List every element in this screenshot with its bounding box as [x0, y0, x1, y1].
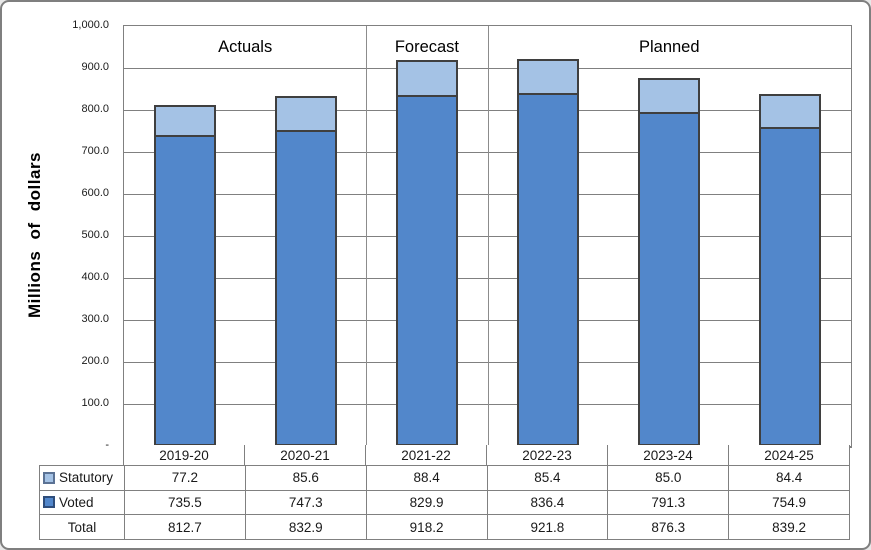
- year-cell-2021-22: 2021-22: [366, 445, 486, 465]
- y-tick-label: -: [105, 439, 109, 451]
- statutory-value-cell: 85.6: [245, 466, 366, 490]
- total-value-cell: 921.8: [487, 515, 608, 539]
- y-tick-label: 800.0: [81, 103, 109, 115]
- y-tick-label: 700.0: [81, 145, 109, 157]
- bar-2020-21: [274, 96, 337, 446]
- y-tick-label: 300.0: [81, 313, 109, 325]
- y-tick-label: 100.0: [81, 397, 109, 409]
- voted-value-cell: 747.3: [245, 490, 366, 515]
- bar-2021-22: [395, 60, 458, 446]
- bar-2023-24: [638, 77, 701, 446]
- bar-segment-statutory: [761, 95, 820, 129]
- bar-segment-statutory: [155, 106, 214, 138]
- y-tick-label: 500.0: [81, 229, 109, 241]
- voted-value-cell: 829.9: [366, 490, 487, 515]
- total-value-cell: 832.9: [245, 515, 366, 539]
- plot-area: Actuals Forecast Planned: [123, 25, 852, 448]
- total-value-cell: 918.2: [366, 515, 487, 539]
- bar-2024-25: [759, 93, 822, 446]
- y-tick-label: 200.0: [81, 355, 109, 367]
- y-tick-label: 400.0: [81, 271, 109, 283]
- total-value-cell: 876.3: [608, 515, 729, 539]
- year-cell-2022-23: 2022-23: [487, 445, 607, 465]
- y-tick-label: 900.0: [81, 61, 109, 73]
- bar-segment-statutory: [640, 79, 699, 114]
- bar-segment-statutory: [397, 62, 456, 98]
- statutory-value-cell: 85.0: [608, 466, 729, 490]
- section-divider: [366, 26, 368, 446]
- y-tick-label: 1,000.0: [72, 19, 109, 31]
- voted-value-cell: 791.3: [608, 490, 729, 515]
- statutory-value-cell: 85.4: [487, 466, 608, 490]
- total-value-cell: 839.2: [729, 515, 849, 539]
- x-axis-category-row: 2019-20 2020-21 2021-22 2022-23 2023-24 2024-…: [123, 445, 850, 466]
- voted-value-cell: 754.9: [729, 490, 849, 515]
- row-label-voted: Voted: [59, 494, 94, 510]
- section-label-forecast: Forecast: [394, 37, 459, 56]
- section-label-actuals: Actuals: [218, 37, 273, 56]
- bar-2022-23: [517, 58, 580, 446]
- year-cell-2024-25: 2024-25: [729, 445, 849, 465]
- row-header-total: Total: [40, 515, 124, 539]
- legend-swatch-voted: [43, 496, 55, 509]
- year-cell-2020-21: 2020-21: [245, 445, 365, 465]
- bar-segment-statutory: [276, 98, 335, 133]
- row-header-statutory: Statutory: [40, 466, 124, 490]
- row-label-statutory: Statutory: [59, 470, 114, 486]
- statutory-value-cell: 88.4: [366, 466, 487, 490]
- row-header-voted: Voted: [40, 490, 124, 515]
- total-value-cell: 812.7: [125, 515, 245, 539]
- year-cell-2023-24: 2023-24: [608, 445, 728, 465]
- legend-swatch-statutory: [43, 471, 55, 484]
- y-tick-label: 600.0: [81, 187, 109, 199]
- year-cell-2019-20: 2019-20: [124, 445, 244, 465]
- bar-segment-statutory: [519, 60, 578, 95]
- bar-2019-20: [153, 104, 216, 446]
- statutory-value-cell: 77.2: [125, 466, 245, 490]
- voted-value-cell: 735.5: [125, 490, 245, 515]
- section-label-planned: Planned: [638, 37, 700, 56]
- section-divider: [487, 26, 489, 446]
- voted-value-cell: 836.4: [487, 490, 608, 515]
- statutory-value-cell: 84.4: [729, 466, 849, 490]
- data-table: Statutory 77.2 85.6 88.4 85.4 85.0 84.4 Voted 73…: [39, 465, 850, 540]
